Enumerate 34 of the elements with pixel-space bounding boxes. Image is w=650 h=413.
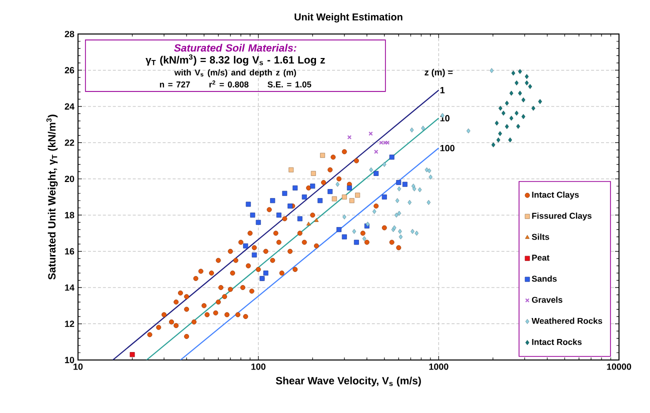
legend-label: Weathered Rocks xyxy=(532,318,602,324)
x-axis-title: Shear Wave Velocity, V$_{s}$ (m/s) xyxy=(276,376,421,386)
legend-label: Peat xyxy=(532,254,550,261)
y-tick-label: 18 xyxy=(65,212,74,218)
annotation: r$^{2}$ = 0.808 xyxy=(209,80,248,88)
y-tick-label: 22 xyxy=(64,140,74,146)
annotation: n = 727 xyxy=(160,81,190,88)
y-tick-label: 16 xyxy=(65,248,74,255)
annotation: z (m) = xyxy=(424,68,453,78)
y-tick-label: 10 xyxy=(65,356,74,364)
annotation: γ$_{T}$ (kN/m$^{3}$) = 8.32 log V$_{s}$ - 1.61 Log z xyxy=(146,54,325,66)
annotation: S.E. = 1.05 xyxy=(268,81,312,88)
y-tick-label: 20 xyxy=(64,176,74,182)
y-axis-title: Saturated Unit Weight, γ$_{T}$ (kN/m$^{3}$) xyxy=(46,114,58,280)
annotation: with V$_{s}$ (m/s) and depth z (m) xyxy=(174,69,296,78)
legend-label: Intact Rocks xyxy=(532,338,582,345)
annotation: Saturated Soil Materials: xyxy=(174,44,296,52)
y-tick-label: 14 xyxy=(65,284,74,291)
legend-label: Sands xyxy=(532,276,557,282)
y-tick-label: 26 xyxy=(64,67,74,74)
series-label: 1 xyxy=(440,87,445,94)
y-tick-label: 28 xyxy=(64,30,74,38)
legend-label: Intact Clays xyxy=(532,191,579,200)
x-tick-label: 10 xyxy=(74,364,83,370)
y-tick-label: 12 xyxy=(65,320,74,327)
x-tick-label: 100 xyxy=(251,364,266,370)
legend-label: Silts xyxy=(532,234,550,240)
x-tick-label: 1000 xyxy=(429,364,448,370)
x-tick-label: 10000 xyxy=(607,364,632,370)
legend-label: Fissured Clays xyxy=(532,212,592,220)
series-label: 100 xyxy=(440,144,454,152)
chart-title: Unit Weight Estimation xyxy=(294,13,402,23)
y-tick-label: 24 xyxy=(64,103,74,110)
legend-label: Gravels xyxy=(532,296,562,303)
